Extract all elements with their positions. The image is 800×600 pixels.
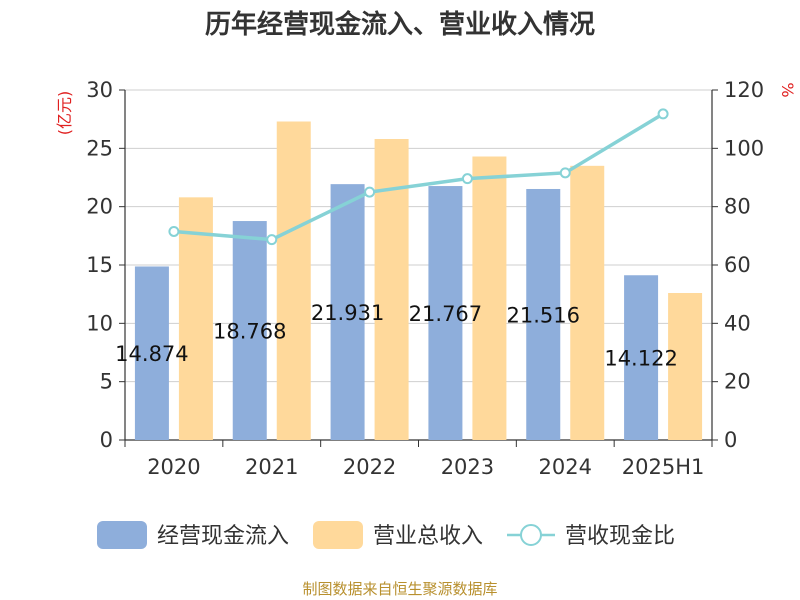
bar-cashflow bbox=[330, 184, 365, 440]
line-point bbox=[559, 167, 571, 179]
y-tick-label: 30 bbox=[86, 78, 113, 102]
bar-cashflow bbox=[134, 266, 169, 440]
bar-cashflow bbox=[624, 275, 659, 440]
y-tick-label: 20 bbox=[86, 195, 113, 219]
bar-revenue bbox=[276, 121, 311, 440]
y2-tick-label: 20 bbox=[724, 370, 751, 394]
line-point bbox=[266, 234, 278, 246]
y2-tick-label: 100 bbox=[724, 136, 764, 160]
data-label: 14.122 bbox=[604, 347, 677, 371]
legend-label: 营业总收入 bbox=[373, 524, 483, 549]
y2-tick-label: 40 bbox=[724, 311, 751, 335]
bar-revenue bbox=[374, 139, 409, 440]
x-tick-label: 2022 bbox=[343, 455, 396, 479]
y-axis-label: (亿元) bbox=[55, 91, 74, 136]
x-tick-label: 2023 bbox=[441, 455, 494, 479]
line-point bbox=[168, 225, 180, 237]
legend-swatch-marker bbox=[520, 524, 542, 546]
line-point bbox=[364, 186, 376, 198]
y-tick-label: 15 bbox=[86, 253, 113, 277]
y2-axis-label: % bbox=[778, 82, 797, 97]
y-tick-label: 25 bbox=[86, 136, 113, 160]
data-source-footer: 制图数据来自恒生聚源数据库 bbox=[302, 580, 498, 598]
bar-cashflow bbox=[428, 186, 463, 440]
data-label: 14.874 bbox=[115, 342, 188, 366]
bar-cashflow bbox=[232, 221, 267, 440]
data-label: 21.767 bbox=[409, 302, 482, 326]
line-ratio bbox=[173, 112, 664, 242]
y-tick-label: 10 bbox=[86, 311, 113, 335]
y2-tick-label: 0 bbox=[724, 428, 737, 452]
line-point bbox=[657, 108, 669, 120]
bar-revenue bbox=[668, 293, 703, 440]
legend-swatch bbox=[313, 521, 363, 549]
y-tick-label: 5 bbox=[100, 370, 113, 394]
data-label: 21.931 bbox=[311, 301, 384, 325]
line-point bbox=[461, 173, 473, 185]
legend-swatch bbox=[97, 521, 147, 549]
bar-revenue bbox=[570, 165, 605, 441]
y2-tick-label: 60 bbox=[724, 253, 751, 277]
x-tick-label: 2021 bbox=[245, 455, 298, 479]
data-label: 18.768 bbox=[213, 320, 286, 344]
x-tick-label: 2025H1 bbox=[622, 455, 705, 479]
bar-cashflow bbox=[526, 188, 561, 440]
y2-tick-label: 80 bbox=[724, 195, 751, 219]
legend-label: 经营现金流入 bbox=[157, 524, 289, 549]
legend-label: 营收现金比 bbox=[565, 524, 675, 549]
bar-revenue bbox=[178, 197, 213, 440]
x-tick-label: 2024 bbox=[539, 455, 592, 479]
y2-tick-label: 120 bbox=[724, 78, 764, 102]
chart-title: 历年经营现金流入、营业收入情况 bbox=[204, 10, 595, 40]
x-tick-label: 2020 bbox=[147, 455, 200, 479]
data-label: 21.516 bbox=[507, 303, 580, 327]
y-tick-label: 0 bbox=[100, 428, 113, 452]
bar-revenue bbox=[472, 156, 507, 440]
